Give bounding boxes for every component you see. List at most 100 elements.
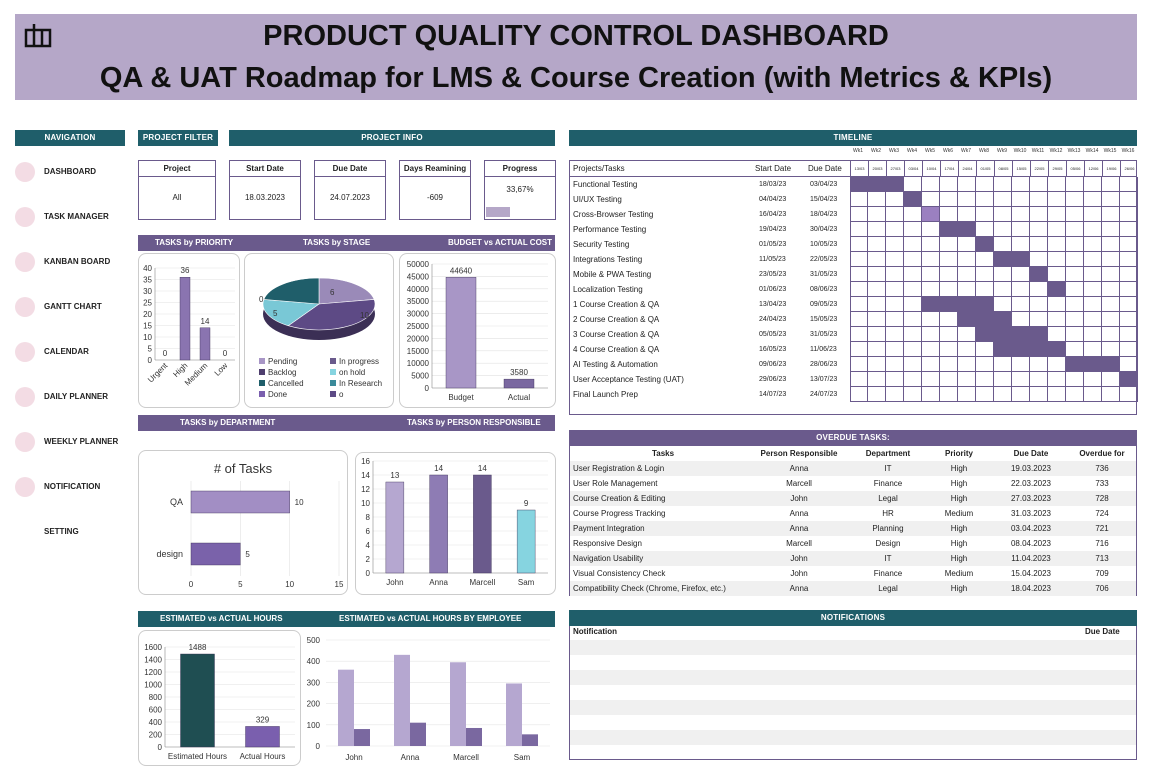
legend-label: In Research (339, 379, 382, 388)
project-info-header: PROJECT INFO (229, 130, 555, 146)
week-label: Wk (1049, 148, 1057, 154)
gantt-cell (976, 327, 994, 342)
gear-icon (15, 522, 35, 542)
x-tick-label: Estimated Hours (168, 752, 227, 761)
nav-item-weekly-planner[interactable]: WEEKLY PLANNER (15, 427, 125, 457)
timeline-row[interactable]: Final Launch Prep 14/07/23 24/07/23 (570, 387, 1138, 402)
timeline-row[interactable]: Mobile & PWA Testing 23/05/23 31/05/23 (570, 267, 1138, 282)
task-due: 09/05/23 (810, 301, 838, 308)
bar-john-series-2 (354, 729, 370, 746)
nav-item-daily-planner[interactable]: DAILY PLANNER (15, 382, 125, 412)
overdue-cell: High (950, 524, 968, 533)
timeline-row[interactable]: 1 Course Creation & QA 13/04/23 09/05/23 (570, 297, 1138, 312)
gantt-cell (1084, 372, 1102, 387)
timeline-row[interactable]: Functional Testing 18/03/23 03/04/23 (570, 177, 1138, 192)
project-filter-card[interactable]: Project All (138, 160, 216, 220)
pie-slice-1 (287, 299, 376, 331)
week-label: Wk (924, 148, 933, 154)
stage-chart-panel: 6 10 5 0 Pending In progress Backlog on hold Can… (244, 253, 394, 408)
overdue-row[interactable]: Responsive Design Marcell Design High 08.04.… (570, 536, 1136, 551)
timeline-row[interactable]: 2 Course Creation & QA 24/04/23 15/05/23 (570, 312, 1138, 327)
overdue-row[interactable]: Course Creation & Editing John Legal High 27… (570, 491, 1136, 506)
hours-employee-chart-panel: 0 100 200 300 400 500 John Anna Marcell Sam (300, 630, 556, 766)
task-name: Cross-Browser Testing (573, 210, 654, 219)
gantt-cell (1048, 267, 1066, 282)
timeline-row[interactable]: Performance Testing 19/04/23 30/04/23 (570, 222, 1138, 237)
week-date: 08/05 (994, 161, 1012, 177)
task-name: 4 Course Creation & QA (573, 345, 660, 354)
overdue-cell: 31.03.2023 (1010, 509, 1052, 518)
gantt-cell (1048, 192, 1066, 207)
nav-item-kanban-board[interactable]: KANBAN BOARD (15, 247, 125, 277)
timeline-row[interactable]: AI Testing & Automation 09/06/23 28/06/2… (570, 357, 1138, 372)
overdue-row[interactable]: Visual Consistency Check John Finance Mediu… (570, 566, 1136, 581)
gantt-cell (1120, 177, 1138, 192)
week-header: Wk4 (903, 148, 921, 154)
gantt-cell (1012, 342, 1030, 357)
bar-estimated-hours (180, 653, 215, 748)
y-tick-label: 14 (361, 471, 370, 480)
gantt-cell (1120, 327, 1138, 342)
task-start: 16/05/23 (759, 346, 787, 353)
x-tick-label: Budget (448, 393, 474, 402)
timeline-row[interactable]: Cross-Browser Testing 16/04/23 18/04/23 (570, 207, 1138, 222)
overdue-row[interactable]: Navigation Usability John IT High 11.04.2023… (570, 551, 1136, 566)
hours-employee-chart: 0 100 200 300 400 500 John Anna Marcell Sam (307, 636, 550, 762)
overdue-row[interactable]: Course Progress Tracking Anna HR Medium 31.0… (570, 506, 1136, 521)
nav-item-gantt-chart[interactable]: GANTT CHART (15, 292, 125, 322)
x-tick-label: 10 (285, 580, 294, 589)
gantt-cell (922, 267, 940, 282)
notifications-header: NOTIFICATIONS (569, 610, 1137, 626)
overdue-row[interactable]: User Role Management Marcell Finance High 22… (570, 476, 1136, 491)
budget-title: BUDGET vs ACTUAL COST (448, 238, 553, 247)
overdue-row[interactable]: User Registration & Login Anna IT High 19.03… (570, 461, 1136, 476)
gantt-cell (1066, 282, 1084, 297)
gantt-cell (1084, 282, 1102, 297)
gantt-cell (1120, 192, 1138, 207)
overdue-table: Tasks Person Responsible Department Priorit… (569, 446, 1137, 596)
x-tick-label: Actual Hours (240, 752, 286, 761)
gantt-cell (886, 207, 904, 222)
x-tick-label: Actual (508, 393, 530, 402)
overdue-cell: 11.04.2023 (1011, 554, 1051, 563)
y-tick-label: 200 (149, 731, 163, 740)
timeline-row[interactable]: Integrations Testing 11/05/23 22/05/23 (570, 252, 1138, 267)
gantt-cell (868, 222, 886, 237)
overdue-row[interactable]: Compatibility Check (Chrome, Firefox, et… (570, 581, 1136, 596)
y-tick-label: 12 (361, 485, 370, 494)
nav-item-notification[interactable]: NOTIFICATION (15, 472, 125, 502)
gantt-cell (868, 372, 886, 387)
dashboard-icon (15, 162, 35, 182)
nav-item-dashboard[interactable]: DASHBOARD (15, 157, 125, 187)
timeline-row[interactable]: 4 Course Creation & QA 16/05/23 11/06/23 (570, 342, 1138, 357)
data-label: 3580 (510, 368, 528, 377)
overdue-row[interactable]: Payment Integration Anna Planning High 03.04… (570, 521, 1136, 536)
gantt-cell (1102, 372, 1120, 387)
week-number: 11 (1039, 148, 1045, 154)
legend-swatch (259, 391, 265, 397)
gantt-cell (886, 357, 904, 372)
gantt-cell (922, 342, 940, 357)
overdue-cell: IT (884, 464, 892, 473)
start-date-card: Start Date 18.03.2023 (229, 160, 301, 220)
hours-title: ESTIMATED vs ACTUAL HOURS (160, 614, 283, 623)
timeline-row[interactable]: 3 Course Creation & QA 05/05/23 31/05/23 (570, 327, 1138, 342)
budget-chart-panel: 0 5000 10000 15000 20000 25000 30000 35000 40000… (399, 253, 556, 408)
dashboard-logo-icon[interactable] (24, 22, 52, 48)
y-tick-label: 10000 (407, 359, 430, 368)
timeline-row[interactable]: Localization Testing 01/06/23 08/06/23 (570, 282, 1138, 297)
nav-item-setting[interactable]: SETTING (15, 517, 125, 547)
gantt-cell (1066, 312, 1084, 327)
nav-item-label: TASK MANAGER (44, 212, 109, 221)
timeline-row[interactable]: UI/UX Testing 04/04/23 15/04/23 (570, 192, 1138, 207)
timeline-row[interactable]: Security Testing 01/05/23 10/05/23 (570, 237, 1138, 252)
overdue-cell: IT (884, 554, 892, 563)
nav-item-calendar[interactable]: CALENDAR (15, 337, 125, 367)
week-number: 12 (1056, 148, 1063, 154)
timeline-row[interactable]: User Acceptance Testing (UAT) 29/06/23 1… (570, 372, 1138, 387)
gantt-cell (850, 192, 868, 207)
gantt-cell (1120, 372, 1138, 387)
nav-item-task-manager[interactable]: TASK MANAGER (15, 202, 125, 232)
gantt-cell (850, 177, 868, 192)
project-filter-value[interactable]: All (172, 193, 182, 202)
